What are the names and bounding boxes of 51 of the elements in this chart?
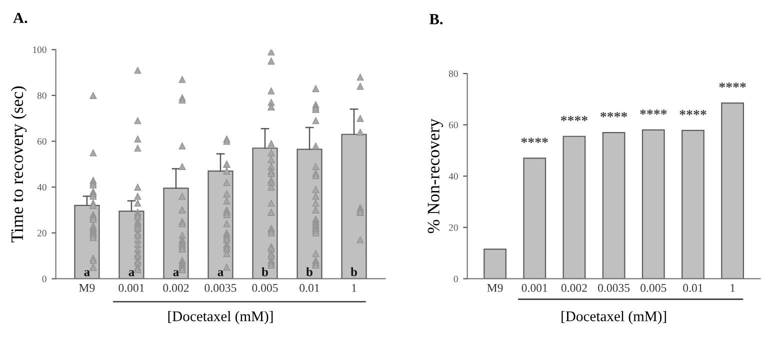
bar (602, 132, 626, 279)
x-tick-label: 0.002 (561, 284, 587, 292)
y-axis-title: Time to recovery (sec) (10, 86, 27, 242)
y-tick-label: 40 (37, 184, 46, 191)
y-tick-label: 100 (33, 46, 46, 54)
y-tick-label: 40 (448, 173, 458, 180)
chart-title: B. (429, 14, 443, 24)
y-axis-title: % Non-recovery (428, 118, 444, 234)
x-tick-label: 1 (352, 284, 356, 292)
annotation: b (350, 267, 357, 276)
y-tick-label: 80 (37, 92, 46, 99)
x-tick-label: 0.005 (640, 284, 666, 292)
annotation: a (84, 270, 90, 276)
bar (642, 129, 665, 279)
chart-title: A. (13, 12, 28, 24)
annotation: b (262, 267, 268, 276)
y-tick-label: 80 (448, 70, 458, 77)
annotation: a (173, 270, 179, 276)
y-tick-label: 20 (449, 224, 458, 231)
bar (562, 136, 586, 279)
x-tick-label: 0.0035 (598, 284, 630, 292)
annotation: a (128, 270, 134, 276)
data-label: **** (640, 110, 667, 115)
x-tick-label: 0.001 (522, 284, 548, 292)
x-tick-label: 0.001 (118, 284, 144, 292)
y-tick-label: 60 (37, 138, 46, 145)
bar (682, 130, 704, 279)
bar (721, 102, 744, 279)
y-tick-label: 60 (448, 122, 458, 128)
x-tick-label: M9 (487, 284, 503, 292)
y-tick-label: 20 (37, 230, 46, 236)
x-axis-title: [Docetaxel (mM)] (562, 310, 666, 324)
x-tick-label: 1 (730, 284, 735, 292)
x-tick-label: 0.01 (300, 284, 320, 292)
x-axis-title: [Docetaxel (mM)] (168, 310, 273, 324)
data-label: **** (719, 82, 746, 88)
x-tick-label: 0.0035 (204, 284, 236, 292)
data-label: **** (680, 110, 706, 116)
y-tick-label: 0 (454, 276, 458, 282)
x-tick-label: 0.002 (163, 284, 189, 292)
data-label: **** (521, 138, 548, 143)
x-tick-label: 0.01 (683, 284, 703, 292)
annotation: b (306, 267, 312, 276)
x-tick-label: 0.005 (252, 284, 278, 292)
data-label: **** (560, 116, 588, 122)
y-tick-label: 0 (42, 276, 46, 282)
bar (484, 248, 506, 279)
bar (523, 158, 546, 279)
annotation: a (218, 270, 224, 276)
x-tick-label: M9 (79, 284, 95, 292)
data-label: **** (600, 112, 628, 118)
